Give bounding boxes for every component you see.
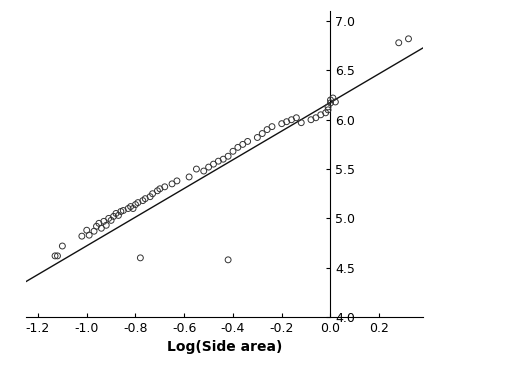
Point — [102, 222, 110, 228]
Point — [173, 178, 181, 184]
Point — [317, 112, 325, 118]
Point — [153, 188, 162, 194]
Point — [192, 166, 201, 172]
Point — [51, 253, 59, 259]
Point — [329, 95, 337, 101]
Point — [312, 115, 320, 121]
Point — [156, 186, 164, 192]
Point — [204, 164, 213, 170]
Point — [124, 206, 132, 211]
Point — [258, 131, 266, 137]
Point — [331, 99, 340, 105]
Point — [326, 100, 334, 106]
Point — [229, 148, 237, 154]
Point — [139, 198, 147, 204]
Point — [92, 223, 101, 229]
Point — [85, 232, 93, 238]
Point — [132, 201, 140, 207]
Point — [83, 227, 91, 233]
Point — [253, 135, 262, 141]
Point — [307, 117, 315, 123]
Point — [263, 126, 271, 132]
Point — [321, 110, 330, 116]
Point — [234, 144, 242, 150]
Point — [326, 97, 334, 103]
Point — [224, 257, 232, 263]
Point — [324, 104, 332, 110]
Point — [200, 168, 208, 174]
Point — [58, 243, 67, 249]
Point — [146, 194, 154, 200]
Point — [117, 209, 125, 214]
Point — [109, 213, 118, 219]
Point — [115, 213, 123, 219]
Point — [209, 161, 218, 167]
Point — [107, 217, 115, 223]
Point — [297, 120, 305, 126]
X-axis label: Log(Side area): Log(Side area) — [167, 341, 282, 354]
Point — [395, 40, 403, 46]
Point — [90, 228, 98, 234]
Point — [238, 141, 247, 147]
Point — [278, 121, 286, 127]
Point — [287, 117, 296, 123]
Point — [78, 233, 86, 239]
Point — [268, 123, 276, 129]
Point — [244, 138, 252, 144]
Point — [119, 207, 127, 213]
Point — [324, 107, 332, 113]
Point — [168, 181, 176, 187]
Point — [112, 210, 120, 216]
Point — [141, 196, 149, 202]
Point — [100, 218, 108, 224]
Point — [292, 115, 300, 121]
Point — [126, 204, 135, 210]
Point — [53, 253, 61, 259]
Point — [219, 156, 228, 162]
Point — [405, 36, 413, 42]
Point — [282, 119, 291, 125]
Point — [214, 158, 222, 164]
Point — [95, 220, 103, 226]
Point — [134, 200, 142, 206]
Point — [149, 191, 157, 197]
Point — [185, 174, 194, 180]
Point — [105, 215, 113, 221]
Point — [224, 153, 232, 159]
Point — [160, 184, 169, 190]
Point — [136, 255, 144, 261]
Point — [97, 225, 105, 231]
Point — [129, 206, 137, 211]
